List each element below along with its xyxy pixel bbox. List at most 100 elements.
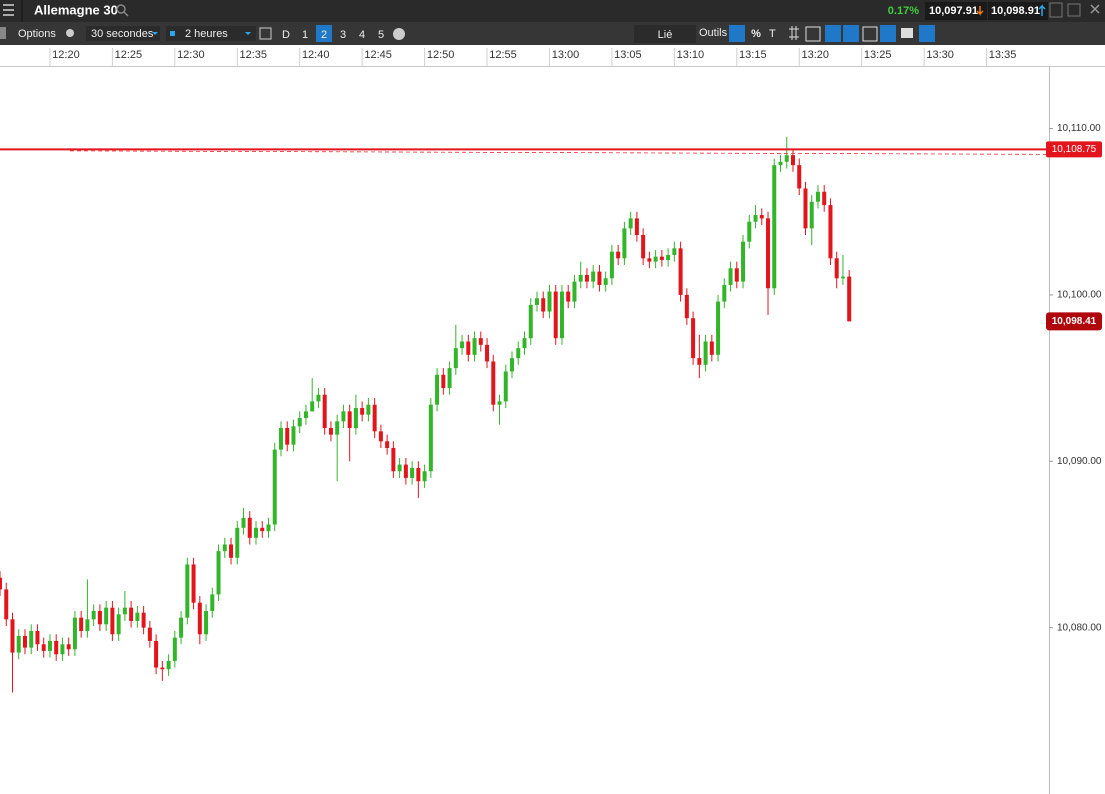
candle-body — [278, 428, 283, 450]
candle-body — [703, 341, 708, 365]
toolbar — [0, 22, 1105, 45]
day-button[interactable]: 3 — [340, 29, 346, 41]
candle-body — [35, 630, 40, 645]
candle-body — [391, 447, 396, 472]
x-tick-label: 13:10 — [677, 49, 705, 61]
tool-scale[interactable] — [805, 26, 821, 42]
x-tick-label: 12:50 — [427, 49, 455, 61]
candle-body — [341, 411, 346, 422]
candle-body — [347, 411, 352, 429]
day-button[interactable]: 5 — [378, 29, 384, 41]
candle-body — [291, 426, 296, 445]
dock-button[interactable] — [1049, 2, 1063, 18]
candle-body — [516, 348, 521, 359]
candle-body — [216, 551, 221, 595]
candle-body — [191, 564, 196, 603]
search-icon[interactable] — [116, 4, 129, 17]
interval-select[interactable] — [86, 26, 160, 41]
candle-body — [16, 635, 21, 653]
range-select[interactable] — [166, 26, 256, 41]
day-button[interactable]: D — [282, 29, 290, 41]
candle-body — [547, 291, 552, 312]
tool-zoom[interactable] — [843, 25, 859, 42]
close-button[interactable] — [1090, 4, 1100, 14]
candle-body — [410, 467, 415, 478]
candle-body — [584, 274, 589, 282]
candle-body — [29, 630, 34, 648]
tools[interactable]: Outils — [699, 27, 728, 39]
candle-body — [428, 404, 433, 472]
day-button[interactable]: 4 — [359, 29, 365, 41]
tool-indicator[interactable] — [862, 26, 878, 42]
interval: 30 secondes — [91, 28, 154, 40]
x-tick-label: 12:20 — [52, 49, 80, 61]
candle-body — [460, 341, 465, 349]
candle-body — [129, 607, 134, 621]
candle-body — [154, 640, 159, 668]
candle-body — [54, 640, 59, 655]
tool-crosshair[interactable] — [880, 25, 896, 42]
tool-text[interactable]: T — [769, 28, 776, 40]
candle-body — [578, 274, 583, 282]
popout-button[interactable] — [1067, 3, 1081, 17]
candle-body — [716, 301, 721, 355]
tool-percent[interactable]: % — [751, 28, 761, 40]
candle-body — [303, 411, 308, 419]
candle-body — [747, 221, 752, 242]
sell-box[interactable] — [925, 2, 987, 20]
candle-body — [204, 611, 209, 635]
candle-body — [597, 271, 602, 285]
candle-body — [522, 338, 527, 349]
candle-body — [91, 611, 96, 620]
tool-candles[interactable] — [825, 25, 841, 42]
options-button[interactable]: Options — [18, 28, 56, 40]
candle-body — [0, 577, 2, 590]
buy-box[interactable] — [988, 2, 1048, 20]
link-button[interactable] — [634, 25, 696, 43]
menu-icon[interactable] — [3, 4, 14, 16]
candle-body — [766, 218, 771, 289]
candle-body — [641, 235, 646, 259]
candle-body — [772, 165, 777, 289]
tool-print[interactable] — [901, 28, 913, 38]
candle-body — [322, 394, 327, 429]
candle-body — [79, 617, 84, 631]
candle-body — [416, 467, 421, 482]
candle-body — [179, 617, 184, 638]
candle-body — [628, 218, 633, 229]
candle-body — [422, 471, 427, 482]
x-tick-label: 13:00 — [552, 49, 580, 61]
candle-body — [222, 544, 227, 552]
grip — [0, 27, 6, 39]
last-label: 10,098.41 — [1052, 316, 1097, 327]
tool-grid[interactable] — [789, 26, 799, 40]
candle-body — [609, 251, 614, 279]
candle-body — [803, 188, 808, 229]
x-tick-label: 12:35 — [240, 49, 268, 61]
day-button[interactable]: 2 — [321, 29, 327, 41]
day-button[interactable]: 1 — [302, 29, 308, 41]
tool-draw[interactable] — [729, 25, 745, 42]
candle-body — [160, 667, 165, 670]
candle-body — [316, 394, 321, 402]
x-tick-label: 12:40 — [302, 49, 330, 61]
x-tick-label: 13:20 — [801, 49, 829, 61]
calendar-icon[interactable] — [259, 27, 272, 40]
range: 2 heures — [185, 28, 228, 40]
candle-body — [534, 298, 539, 305]
candle-body — [491, 361, 496, 405]
candle-body — [709, 341, 714, 355]
candle-body — [235, 527, 240, 558]
chart-settings[interactable] — [393, 28, 405, 40]
level-tag — [1046, 141, 1102, 158]
candle-body — [135, 612, 140, 621]
settings-small[interactable] — [66, 29, 74, 37]
instrument-title: Allemagne 30 — [34, 2, 118, 17]
candle-body — [297, 418, 302, 427]
candle-body — [366, 404, 371, 415]
candle-body — [553, 291, 558, 339]
tool-link[interactable] — [919, 25, 935, 42]
candle-body — [822, 191, 827, 206]
candle-body — [397, 464, 402, 472]
